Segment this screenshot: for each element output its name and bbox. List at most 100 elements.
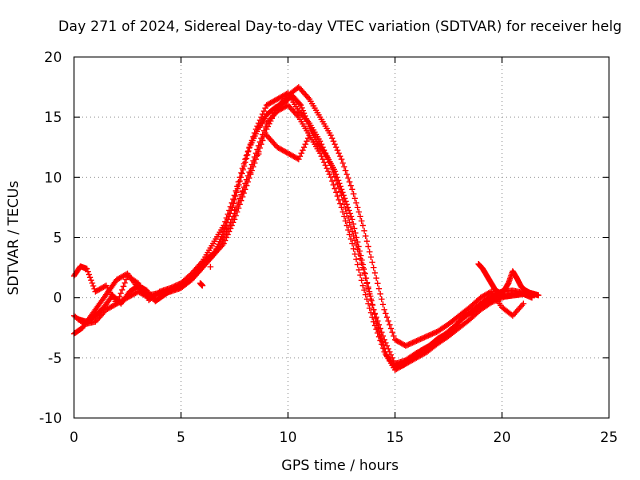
data-point — [387, 351, 394, 358]
data-point — [239, 193, 246, 200]
data-point — [343, 171, 350, 178]
data-point — [369, 302, 376, 309]
data-point — [298, 104, 305, 111]
data-point — [305, 121, 312, 128]
data-point — [363, 296, 370, 303]
data-point — [229, 204, 236, 211]
data-point — [337, 200, 344, 207]
data-point — [350, 220, 357, 227]
x-axis-label: GPS time / hours — [281, 458, 398, 474]
data-point — [359, 282, 366, 289]
data-point — [416, 336, 423, 343]
data-point — [383, 342, 390, 349]
data-point — [346, 178, 353, 185]
data-point — [375, 285, 382, 292]
data-point — [231, 216, 238, 223]
data-point — [322, 162, 329, 169]
data-point — [224, 219, 231, 226]
data-point — [251, 160, 258, 167]
data-point — [343, 201, 350, 208]
data-point — [371, 269, 378, 276]
data-point — [351, 251, 358, 258]
data-point — [379, 301, 386, 308]
data-point — [297, 102, 304, 109]
data-point — [429, 330, 436, 337]
data-point — [239, 188, 246, 195]
data-point — [318, 153, 325, 160]
data-point — [231, 207, 238, 214]
data-points — [71, 84, 542, 373]
data-point — [373, 320, 380, 327]
y-tick-label: -5 — [48, 351, 62, 367]
data-point — [231, 196, 238, 203]
data-point — [390, 333, 397, 340]
data-point — [358, 257, 365, 264]
series-track-3 — [71, 84, 527, 349]
data-point — [227, 210, 234, 217]
data-point — [385, 317, 392, 324]
data-point — [233, 189, 240, 196]
data-point — [224, 231, 231, 238]
data-point — [244, 178, 251, 185]
data-point — [268, 115, 275, 122]
data-point — [383, 314, 390, 321]
data-point — [283, 102, 290, 109]
data-point — [199, 282, 206, 289]
data-point — [370, 318, 377, 325]
data-point — [370, 306, 377, 313]
y-tick-label: 5 — [53, 231, 62, 247]
data-point — [335, 150, 342, 157]
data-point — [342, 167, 349, 174]
data-point — [338, 156, 345, 163]
data-point — [432, 329, 439, 336]
data-point — [349, 240, 356, 247]
data-point — [259, 137, 266, 144]
data-point — [245, 148, 252, 155]
data-point — [367, 309, 374, 316]
data-point — [207, 263, 214, 270]
data-point — [299, 147, 306, 154]
data-point — [365, 243, 372, 250]
data-point — [337, 153, 344, 160]
data-point — [378, 296, 385, 303]
data-point — [230, 200, 237, 207]
data-point — [354, 239, 361, 246]
data-point — [337, 183, 344, 190]
data-point — [123, 271, 130, 278]
data-point — [334, 147, 341, 154]
data-point — [244, 151, 251, 158]
data-point — [369, 314, 376, 321]
data-point — [333, 171, 340, 178]
data-point — [120, 283, 127, 290]
data-point — [377, 290, 384, 297]
data-point — [327, 132, 334, 139]
data-point — [351, 195, 358, 202]
data-point — [235, 205, 242, 212]
series-track-2 — [71, 102, 538, 373]
data-point — [298, 150, 305, 157]
data-point — [234, 185, 241, 192]
data-point — [238, 197, 245, 204]
grid — [74, 57, 609, 418]
data-point — [406, 340, 413, 347]
data-point — [338, 186, 345, 193]
data-point — [339, 189, 346, 196]
y-tick-label: -10 — [39, 411, 62, 427]
data-point — [357, 252, 364, 259]
data-point — [353, 256, 360, 263]
data-point — [325, 168, 332, 175]
data-point — [236, 178, 243, 185]
data-point — [412, 338, 419, 345]
data-point — [346, 231, 353, 238]
data-point — [380, 342, 387, 349]
data-point — [535, 292, 542, 299]
data-point — [334, 193, 341, 200]
series-track-4 — [75, 92, 535, 371]
data-point — [418, 335, 425, 342]
data-point — [420, 334, 427, 341]
data-point — [366, 248, 373, 255]
data-point — [486, 289, 493, 296]
data-point — [333, 144, 340, 151]
data-point — [223, 234, 230, 241]
data-point — [345, 175, 352, 182]
